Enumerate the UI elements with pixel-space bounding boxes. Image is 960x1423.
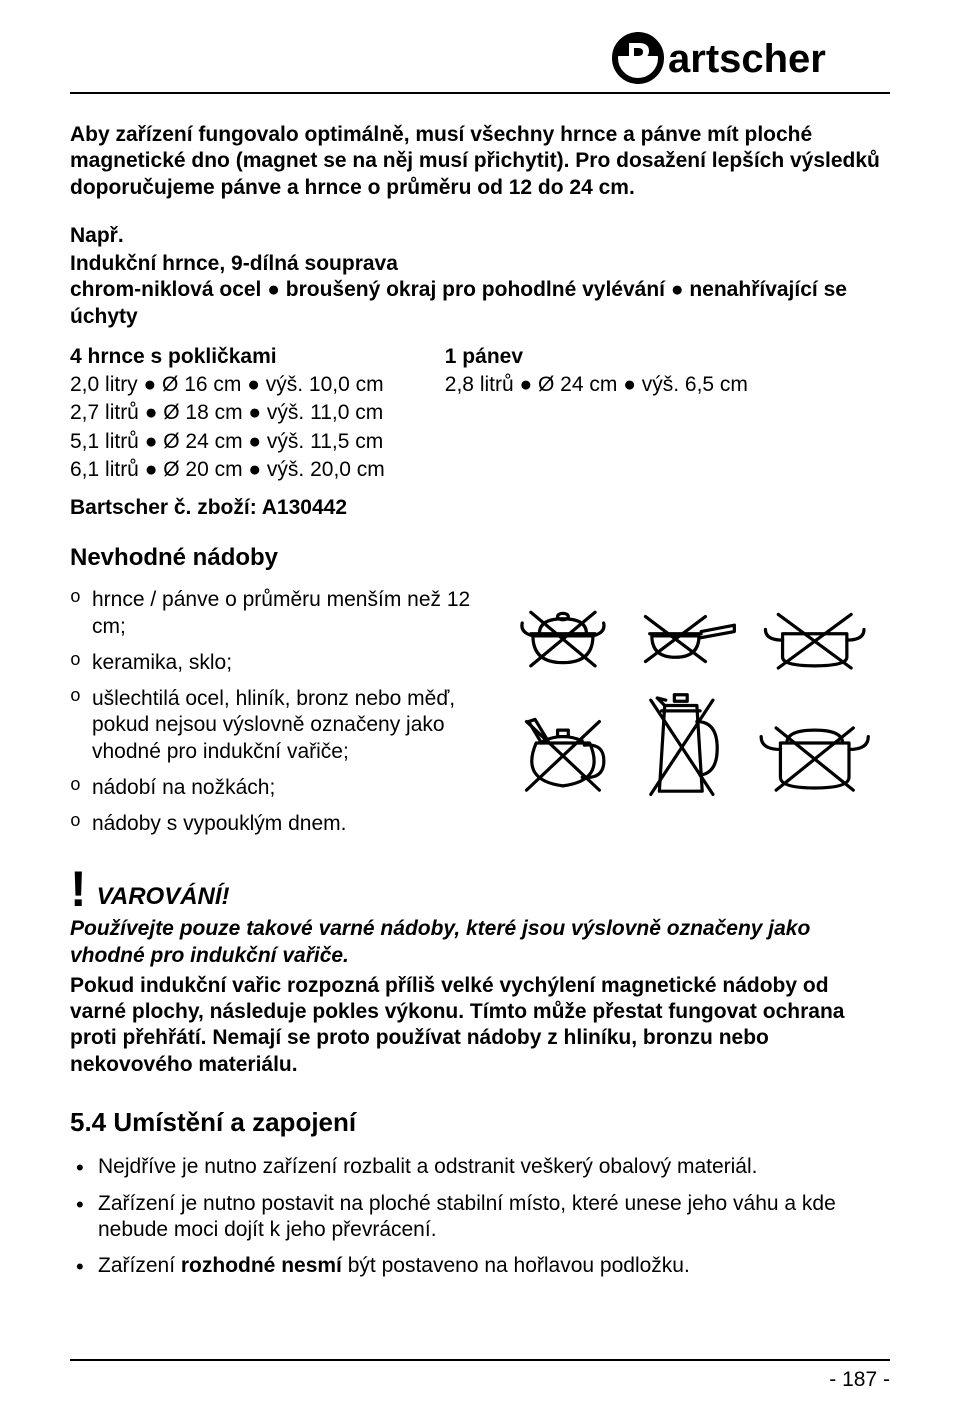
list-item: Zařízení rozhodné nesmí být postaveno na…: [98, 1253, 890, 1279]
article-number: Bartscher č. zboží: A130442: [70, 495, 890, 521]
col-left-line: 6,1 litrů ● Ø 20 cm ● výš. 20,0 cm: [70, 457, 385, 483]
col-left-line: 5,1 litrů ● Ø 24 cm ● výš. 11,5 cm: [70, 429, 385, 455]
section-number: 5.4: [70, 1107, 106, 1137]
list-item: Nejdříve je nutno zařízení rozbalit a od…: [98, 1154, 890, 1180]
list-item: ušlechtilá ocel, hliník, bronz nebo měď,…: [92, 686, 494, 765]
unsuitable-heading: Nevhodné nádoby: [70, 543, 890, 573]
col-left-header: 4 hrnce s pokličkami: [70, 344, 385, 370]
warning-row: ! VAROVÁNÍ!: [70, 867, 890, 912]
spec-col-right: 1 pánev 2,8 litrů ● Ø 24 cm ● výš. 6,5 c…: [445, 344, 748, 485]
footer: - 187 -: [70, 1359, 890, 1393]
list-item: Zařízení je nutno postavit na ploché sta…: [98, 1191, 890, 1244]
list-item: nádobí na nožkách;: [92, 775, 494, 801]
brand-logo: artscher: [610, 30, 890, 86]
section-heading: 5.4 Umístění a zapojení: [70, 1106, 890, 1139]
spec-columns: 4 hrnce s pokličkami 2,0 litry ● Ø 16 cm…: [70, 344, 890, 485]
section-bullets: Nejdříve je nutno zařízení rozbalit a od…: [70, 1154, 890, 1279]
list-item: keramika, sklo;: [92, 650, 494, 676]
col-left-line: 2,7 litrů ● Ø 18 cm ● výš. 11,0 cm: [70, 400, 385, 426]
section-title: Umístění a zapojení: [113, 1107, 356, 1137]
unsuitable-list: hrnce / pánve o průměru menším než 12 cm…: [70, 587, 504, 847]
warning-title: VAROVÁNÍ!: [97, 882, 230, 912]
list-item: hrnce / pánve o průměru menším než 12 cm…: [92, 587, 494, 640]
unsuitable-section: hrnce / pánve o průměru menším než 12 cm…: [70, 587, 890, 847]
svg-text:artscher: artscher: [668, 37, 826, 81]
lead-paragraph: Aby zařízení fungovalo optimálně, musí v…: [70, 122, 890, 201]
bottom-divider: [70, 1359, 890, 1361]
spec-col-left: 4 hrnce s pokličkami 2,0 litry ● Ø 16 cm…: [70, 344, 385, 485]
header: artscher: [70, 30, 890, 86]
col-left-line: 2,0 litry ● Ø 16 cm ● výš. 10,0 cm: [70, 372, 385, 398]
warning-p1: Používejte pouze takové varné nádoby, kt…: [70, 916, 890, 969]
list-item: nádoby s vypouklým dnem.: [92, 811, 494, 837]
warning-p2: Pokud indukční vařic rozpozná příliš vel…: [70, 973, 890, 1078]
top-divider: [70, 92, 890, 94]
col-right-header: 1 pánev: [445, 344, 748, 370]
col-right-line: 2,8 litrů ● Ø 24 cm ● výš. 6,5 cm: [445, 372, 748, 398]
exclaim-icon: !: [70, 867, 87, 912]
page-number: - 187 -: [70, 1367, 890, 1393]
example-title: Např.: [70, 223, 890, 249]
unsuitable-illustration: [504, 587, 890, 829]
example-desc: Indukční hrnce, 9-dílná soupravachrom-ni…: [70, 251, 890, 330]
